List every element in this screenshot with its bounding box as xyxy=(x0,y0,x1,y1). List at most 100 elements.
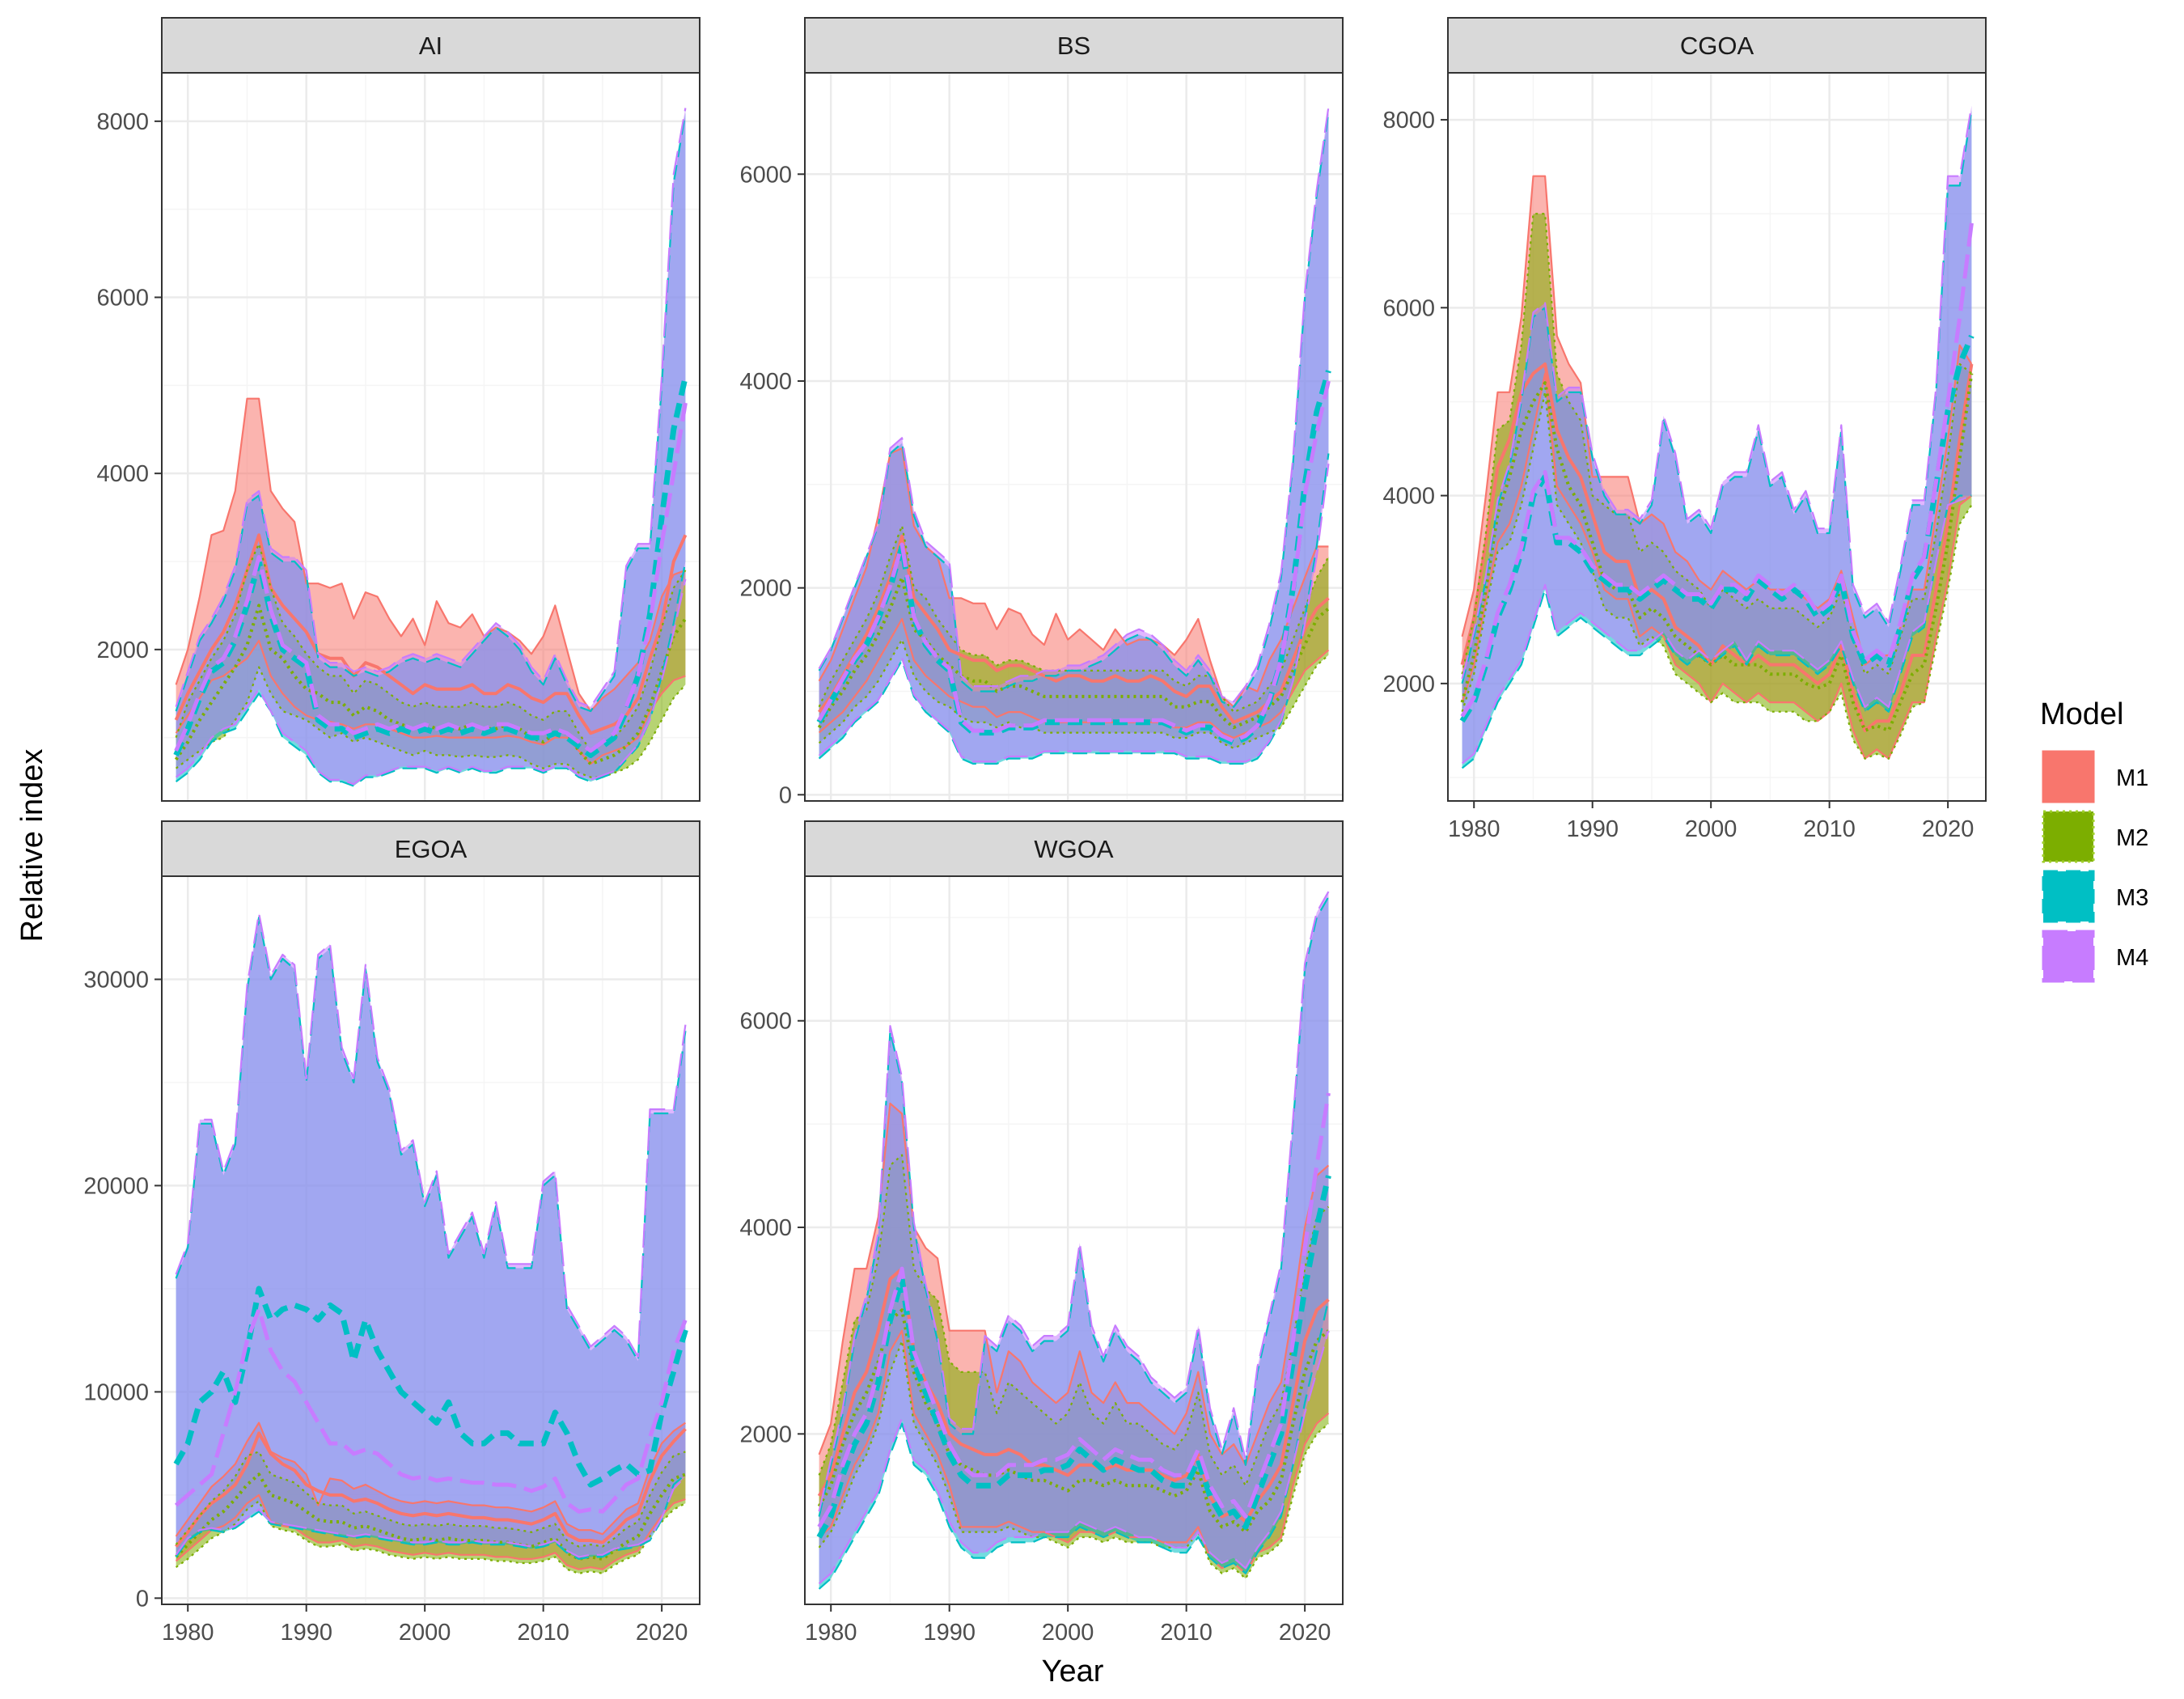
line-m4-lower xyxy=(818,1330,1330,1585)
y-tick-label: 4000 xyxy=(1382,484,1435,510)
x-tick-label: 2020 xyxy=(1922,816,1974,842)
x-tick-label: 1980 xyxy=(1448,816,1500,842)
line-m4-lower xyxy=(818,464,1330,763)
x-tick-label: 2020 xyxy=(636,1620,688,1646)
panel-border xyxy=(804,875,1344,1605)
panel-egoa: EGOA 0 10000 20000 30000 1980 1990 2000 2010 2020 xyxy=(83,820,700,1646)
line-m2-upper xyxy=(818,1154,1330,1487)
ribbon-m4 xyxy=(819,107,1329,762)
line-m4-upper xyxy=(175,912,687,1358)
y-tick-label: 4000 xyxy=(739,369,792,395)
panel-data xyxy=(1459,105,1974,769)
y-tick-label: 8000 xyxy=(96,109,149,135)
facet-strip xyxy=(804,820,1344,877)
line-m4-lower xyxy=(1461,494,1972,765)
facet-strip xyxy=(161,17,700,74)
panel-data xyxy=(816,891,1331,1590)
legend-item-m4: M4 xyxy=(2040,928,2148,985)
y-tick-label: 6000 xyxy=(1382,295,1435,321)
legend-key-outline xyxy=(2042,810,2095,863)
line-m4-mid xyxy=(1460,222,1974,718)
y-tick-label: 4000 xyxy=(96,461,149,487)
line-m3-mid xyxy=(1459,334,1974,723)
line-m3-lower xyxy=(1461,494,1972,769)
legend-key-swatch xyxy=(2042,930,2095,983)
legend-label: M2 xyxy=(2116,825,2148,851)
y-tick-label: 2000 xyxy=(1382,672,1435,697)
y-axis-title: Relative index xyxy=(15,749,49,943)
y-tick-label: 0 xyxy=(136,1586,149,1612)
line-m1-lower xyxy=(175,639,686,765)
line-m4-mid xyxy=(817,1092,1331,1528)
line-m4-mid xyxy=(817,380,1331,744)
line-m3-lower xyxy=(175,561,687,787)
y-tick-label: 8000 xyxy=(1382,108,1435,133)
y-tick-label: 0 xyxy=(779,782,792,808)
line-m3-mid xyxy=(173,1286,688,1488)
line-m2-lower xyxy=(175,1500,686,1574)
line-m2-mid xyxy=(817,1308,1330,1534)
legend-label: M4 xyxy=(2116,945,2148,971)
legend-label: M1 xyxy=(2116,765,2148,791)
y-tick-label: 6000 xyxy=(739,162,792,188)
line-m1-lower xyxy=(1461,372,1973,760)
line-m2-lower xyxy=(1461,391,1973,760)
x-tick-label: 2010 xyxy=(1803,816,1856,842)
line-m4-lower xyxy=(175,578,687,786)
x-tick-label: 2000 xyxy=(1042,1620,1094,1646)
x-tick-label: 2000 xyxy=(399,1620,451,1646)
line-m1-upper xyxy=(175,397,686,713)
facet-strip-label: AI xyxy=(419,32,442,60)
y-tick-label: 2000 xyxy=(96,638,149,663)
line-m2-mid xyxy=(175,1472,687,1561)
x-tick-label: 1980 xyxy=(805,1620,857,1646)
line-m4-mid xyxy=(174,1307,688,1514)
line-m4-upper xyxy=(175,108,687,708)
line-m3-upper xyxy=(1461,110,1973,684)
x-tick-label: 1990 xyxy=(923,1620,976,1646)
panel-cgoa: CGOA 2000 4000 6000 8000 1980 1990 2000 2010 2020 xyxy=(1382,17,1987,842)
line-m1-mid xyxy=(174,533,688,735)
line-m3-mid xyxy=(816,1175,1331,1539)
legend-item-m3: M3 xyxy=(2040,868,2148,925)
line-m4-upper xyxy=(1461,105,1973,680)
line-m4-lower xyxy=(175,1476,687,1558)
panel-data xyxy=(173,108,688,787)
facet-strip xyxy=(804,17,1344,74)
line-m2-mid xyxy=(1460,373,1974,732)
legend-item-m1: M1 xyxy=(2040,748,2148,805)
facet-strip xyxy=(161,820,700,877)
line-m2-mid xyxy=(174,604,688,766)
line-m1-lower xyxy=(175,1494,686,1570)
legend-key-swatch xyxy=(2042,870,2095,923)
y-tick-label: 6000 xyxy=(96,286,149,311)
facet-panels: AI 2000 4000 6000 8000 BS 0 2000 4000 6000 CGOA 200… xyxy=(83,17,1987,1646)
x-tick-label: 2020 xyxy=(1279,1620,1331,1646)
line-m3-lower xyxy=(818,1299,1330,1590)
line-m3-mid xyxy=(173,375,688,758)
legend-title: Model xyxy=(2040,697,2124,731)
facet-strip-label: EGOA xyxy=(395,835,468,863)
x-tick-label: 1990 xyxy=(280,1620,332,1646)
y-tick-label: 6000 xyxy=(739,1009,792,1035)
ribbon-m4 xyxy=(819,892,1329,1584)
panel-ai: AI 2000 4000 6000 8000 xyxy=(96,17,700,802)
y-tick-label: 4000 xyxy=(739,1215,792,1241)
panel-border xyxy=(804,72,1344,802)
y-tick-label: 20000 xyxy=(83,1173,149,1199)
x-axis-title: Year xyxy=(1042,1655,1104,1688)
line-m1-upper xyxy=(818,1102,1330,1466)
line-m2-lower xyxy=(818,638,1330,749)
line-m4-mid xyxy=(174,402,688,753)
line-m1-upper xyxy=(1461,175,1973,666)
line-m4-upper xyxy=(818,107,1330,703)
y-tick-label: 2000 xyxy=(739,1421,792,1447)
line-m1-mid xyxy=(175,1427,687,1548)
x-tick-label: 2000 xyxy=(1685,816,1737,842)
panel-data xyxy=(173,912,688,1574)
facet-strip-label: BS xyxy=(1057,32,1090,60)
panel-bs: BS 0 2000 4000 6000 xyxy=(739,17,1344,808)
line-m2-upper xyxy=(175,1451,686,1548)
panel-border xyxy=(1447,72,1987,802)
